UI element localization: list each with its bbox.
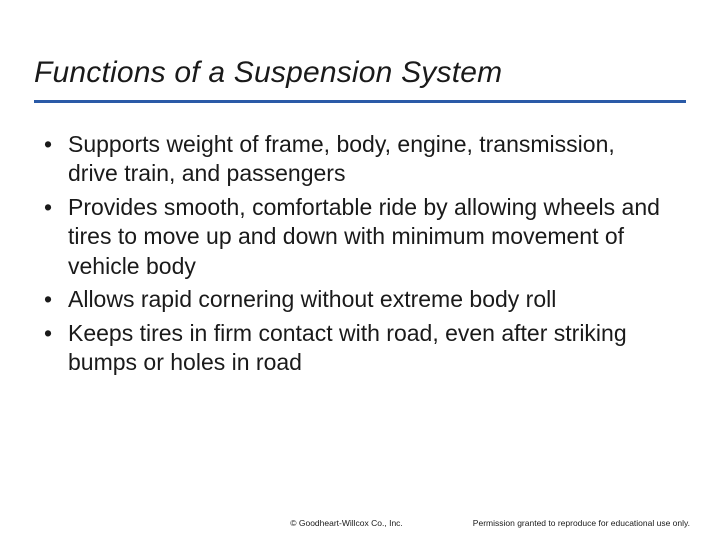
title-underline: [34, 100, 686, 103]
slide: Functions of a Suspension System Support…: [0, 0, 720, 540]
bullet-item: Supports weight of frame, body, engine, …: [42, 130, 662, 189]
copyright-text: © Goodheart-Willcox Co., Inc.: [290, 518, 403, 528]
bullet-item: Keeps tires in firm contact with road, e…: [42, 319, 662, 378]
bullet-item: Provides smooth, comfortable ride by all…: [42, 193, 662, 281]
bullet-item: Allows rapid cornering without extreme b…: [42, 285, 662, 314]
permission-text: Permission granted to reproduce for educ…: [473, 518, 690, 528]
content-area: Supports weight of frame, body, engine, …: [42, 130, 662, 382]
bullet-list: Supports weight of frame, body, engine, …: [42, 130, 662, 378]
footer: © Goodheart-Willcox Co., Inc. Permission…: [0, 518, 720, 528]
slide-title: Functions of a Suspension System: [34, 56, 502, 90]
